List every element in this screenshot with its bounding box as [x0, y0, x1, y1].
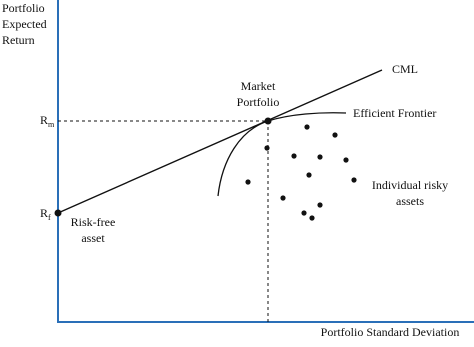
rm-main: R — [40, 113, 48, 127]
cml-label: CML — [392, 62, 418, 76]
asset-dot — [332, 132, 338, 138]
risk-free-label: asset — [81, 231, 105, 245]
asset-dot — [351, 177, 357, 183]
y-axis-label: Expected — [2, 17, 47, 31]
efficient-frontier-curve — [217, 112, 347, 197]
asset-dot — [306, 172, 312, 178]
rm-label: Rm — [40, 113, 55, 129]
asset-dot — [280, 195, 286, 201]
rm-sub: m — [48, 120, 55, 129]
asset-dot — [291, 153, 297, 159]
risky-assets-label: assets — [396, 194, 424, 208]
asset-dot — [264, 145, 270, 151]
asset-dot — [317, 154, 323, 160]
rf-sub: f — [48, 213, 51, 222]
risky-assets — [245, 124, 357, 221]
x-axis-label: Portfolio Standard Deviation — [321, 325, 460, 339]
cml-line — [57, 69, 383, 214]
asset-dot — [304, 124, 310, 130]
asset-dot — [317, 202, 323, 208]
asset-dot — [343, 157, 349, 163]
y-axis-label: Portfolio — [2, 1, 45, 15]
market-portfolio-label: Market — [241, 79, 276, 93]
market-portfolio-label: Portfolio — [237, 95, 280, 109]
risk-free-point — [54, 209, 62, 217]
asset-dot — [301, 210, 307, 216]
asset-dot — [309, 215, 315, 221]
rf-label: Rf — [40, 206, 51, 222]
y-axis-label: Return — [2, 33, 35, 47]
efficient-frontier-label: Efficient Frontier — [353, 106, 436, 120]
risky-assets-label: Individual risky — [372, 178, 448, 192]
asset-dot — [245, 179, 251, 185]
market-portfolio-point — [264, 117, 272, 125]
rf-main: R — [40, 206, 48, 220]
risk-free-label: Risk-free — [71, 215, 116, 229]
